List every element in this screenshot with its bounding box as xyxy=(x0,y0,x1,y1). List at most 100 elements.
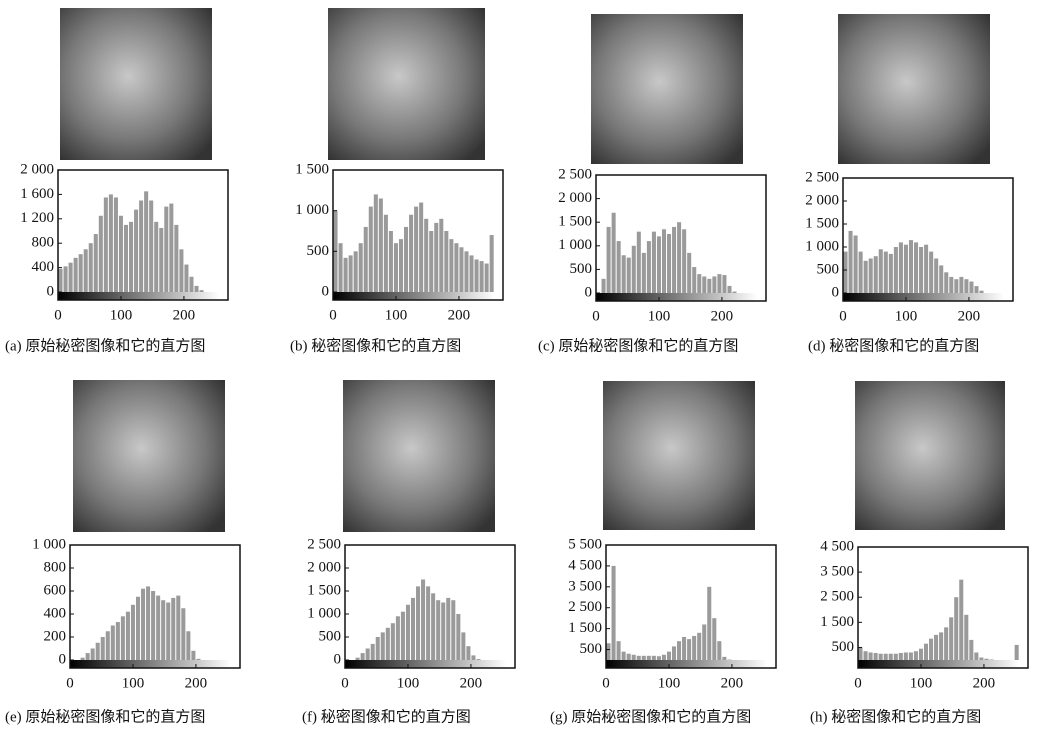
bar xyxy=(106,631,110,660)
x-tick-label: 100 xyxy=(895,308,918,324)
y-tick-label: 800 xyxy=(44,559,67,575)
caption: (g) 原始秘密图像和它的直方图 xyxy=(550,707,751,725)
bar xyxy=(889,654,893,660)
x-tick-label: 100 xyxy=(122,675,145,691)
y-tick-label: 3 500 xyxy=(568,578,602,594)
bar xyxy=(924,644,928,660)
bar xyxy=(449,239,453,292)
image xyxy=(60,8,212,160)
y-tick-label: 0 xyxy=(585,284,593,300)
x-tick-label: 200 xyxy=(721,675,744,691)
bar xyxy=(707,587,711,660)
bar xyxy=(657,656,661,660)
bar xyxy=(134,210,138,292)
bar xyxy=(874,653,878,660)
y-tick-label: 1 000 xyxy=(295,202,329,218)
bar xyxy=(131,605,135,660)
bar xyxy=(79,254,83,292)
y-tick-label: 2 000 xyxy=(20,161,54,177)
bar xyxy=(416,586,420,660)
bar xyxy=(899,242,903,293)
bar xyxy=(146,586,150,660)
bar xyxy=(69,263,73,292)
x-tick-label: 100 xyxy=(658,675,681,691)
bar xyxy=(149,201,153,293)
y-tick-label: 4 500 xyxy=(820,538,854,554)
bar xyxy=(672,646,676,660)
y-tick-label: 1 000 xyxy=(32,536,66,552)
bar xyxy=(366,649,370,661)
bar xyxy=(672,227,676,293)
caption: (d) 秘密图像和它的直方图 xyxy=(808,336,979,354)
image xyxy=(343,380,495,532)
bar xyxy=(461,632,465,660)
bar xyxy=(904,652,908,660)
bar xyxy=(682,229,686,293)
x-tick-label: 0 xyxy=(54,307,62,323)
bar xyxy=(196,659,200,660)
y-tick-label: 4 500 xyxy=(568,557,602,573)
bar xyxy=(717,274,721,293)
bar xyxy=(111,626,115,661)
bar xyxy=(369,207,373,292)
bar xyxy=(139,201,143,293)
bar xyxy=(959,580,963,660)
bar xyxy=(186,631,190,660)
bar xyxy=(426,586,430,660)
bar xyxy=(687,639,691,660)
bar xyxy=(144,191,148,292)
x-tick-label: 0 xyxy=(602,675,610,691)
bar xyxy=(406,605,410,660)
y-tick-label: 600 xyxy=(44,582,67,598)
y-tick-label: 2 000 xyxy=(307,559,341,575)
bar xyxy=(96,643,100,660)
y-tick-label: 500 xyxy=(319,628,342,644)
bar xyxy=(414,207,418,292)
bar xyxy=(662,655,666,660)
bar xyxy=(429,231,433,292)
bar xyxy=(874,256,878,293)
bar xyxy=(166,603,170,661)
y-tick-label: 0 xyxy=(59,651,67,667)
bar xyxy=(174,225,178,292)
bar xyxy=(404,227,408,292)
bar xyxy=(617,641,621,660)
bar xyxy=(384,215,388,292)
bar xyxy=(869,652,873,660)
y-tick-label: 2 500 xyxy=(805,169,839,185)
bar xyxy=(980,291,984,293)
bar xyxy=(884,654,888,660)
caption: (b) 秘密图像和它的直方图 xyxy=(290,336,461,354)
bar xyxy=(859,647,863,660)
bar xyxy=(359,243,363,292)
y-tick-label: 500 xyxy=(817,261,840,277)
x-tick-label: 100 xyxy=(397,675,420,691)
y-tick-label: 0 xyxy=(832,284,840,300)
bar xyxy=(944,627,948,660)
image xyxy=(838,14,990,164)
y-tick-label: 2 500 xyxy=(558,166,592,182)
bar xyxy=(441,603,445,661)
y-tick-label: 0 xyxy=(47,283,55,299)
caption: (f) 秘密图像和它的直方图 xyxy=(302,707,471,725)
x-tick-label: 0 xyxy=(329,307,337,323)
bar xyxy=(89,243,93,292)
bar xyxy=(864,651,868,660)
bar xyxy=(869,259,873,294)
bar xyxy=(612,213,616,293)
bar xyxy=(339,243,343,292)
bar xyxy=(607,227,611,293)
bar xyxy=(712,618,716,660)
bar xyxy=(677,222,681,293)
gray-bar xyxy=(58,292,219,300)
gray-bar xyxy=(345,660,506,668)
bar xyxy=(161,600,165,660)
y-tick-label: 2 500 xyxy=(820,589,854,605)
bar xyxy=(682,637,686,660)
bar xyxy=(446,598,450,660)
bar xyxy=(904,245,908,293)
bar xyxy=(399,239,403,292)
x-tick-label: 200 xyxy=(711,308,734,324)
bar xyxy=(124,225,128,292)
bar xyxy=(702,276,706,293)
